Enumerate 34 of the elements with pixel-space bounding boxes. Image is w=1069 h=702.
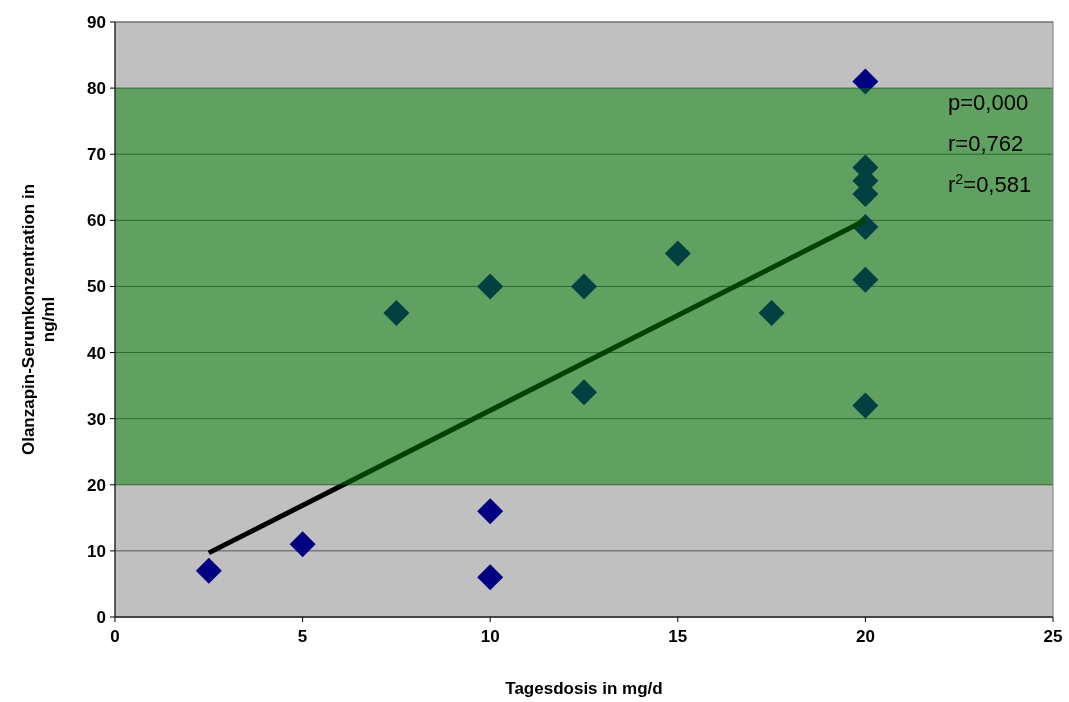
annotation: r=0,762 bbox=[948, 131, 1024, 156]
point bbox=[289, 531, 316, 558]
point bbox=[383, 299, 410, 326]
y-tick-label: 30 bbox=[87, 409, 106, 429]
point bbox=[477, 498, 504, 525]
y-tick-label: 70 bbox=[87, 145, 106, 165]
y-tick-label: 80 bbox=[87, 79, 106, 99]
y-tick-label: 10 bbox=[87, 541, 106, 561]
x-tick-label: 10 bbox=[480, 627, 500, 646]
point bbox=[664, 240, 691, 267]
point bbox=[571, 273, 597, 300]
point bbox=[477, 273, 504, 300]
y-tick-label: 90 bbox=[87, 12, 106, 32]
x-tick-label: 20 bbox=[855, 627, 875, 646]
y-tick-label: 20 bbox=[87, 475, 106, 495]
point bbox=[852, 392, 879, 419]
x-tick-label: 5 bbox=[297, 627, 308, 646]
x-tick-label: 25 bbox=[1043, 627, 1063, 646]
point bbox=[852, 68, 879, 95]
y-tick-label: 50 bbox=[87, 277, 106, 297]
x-tick-label: 0 bbox=[110, 627, 120, 646]
point bbox=[852, 266, 879, 293]
annotation: p=0,000 bbox=[948, 90, 1029, 115]
x-tick-label: 15 bbox=[668, 627, 688, 646]
y-tick-label: 40 bbox=[87, 343, 106, 363]
y-tick-label: 60 bbox=[87, 211, 106, 231]
point bbox=[758, 299, 785, 326]
y-axis-title: Olanzapin-Serumkonzentration in ng/ml bbox=[19, 183, 58, 456]
point bbox=[571, 379, 597, 406]
point bbox=[477, 564, 504, 591]
x-axis-title: Tagesdosis in mg/d bbox=[505, 679, 663, 698]
annotation: r$^{2}$=0,581 bbox=[948, 171, 1032, 197]
point bbox=[195, 557, 222, 584]
y-tick-label: 0 bbox=[96, 607, 106, 627]
